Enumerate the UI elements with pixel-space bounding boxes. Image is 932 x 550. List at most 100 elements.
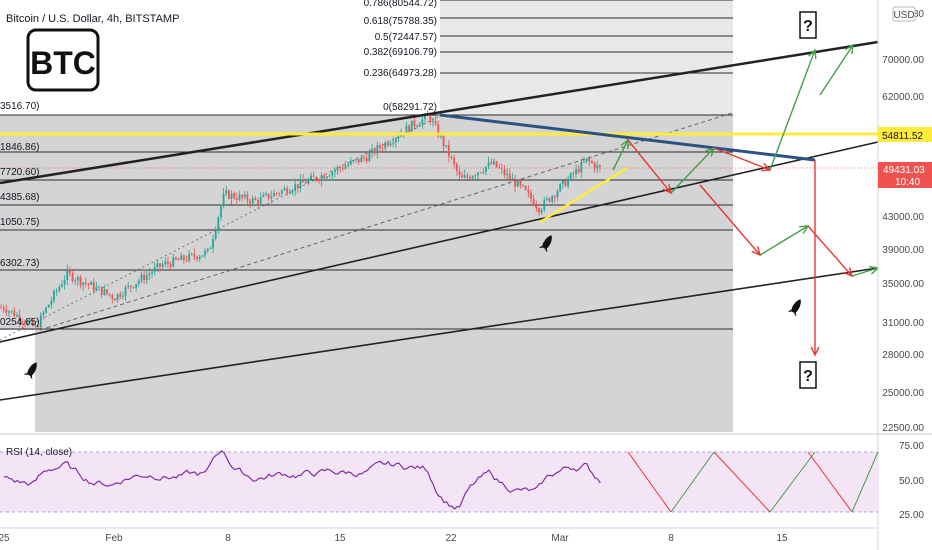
candle-body xyxy=(249,200,251,204)
candle-body xyxy=(543,199,546,210)
candle-body xyxy=(334,170,336,172)
candle-body xyxy=(98,286,100,288)
candle-body xyxy=(275,192,278,194)
candle-body xyxy=(493,161,495,165)
question-box-top[interactable] xyxy=(799,11,817,39)
candle-body xyxy=(516,180,519,187)
candle-body xyxy=(111,295,114,299)
candle-body xyxy=(95,286,98,291)
price-tick-label: 62000.00 xyxy=(882,92,924,103)
current-price-box xyxy=(878,162,932,188)
yellow-support-line[interactable] xyxy=(539,166,628,224)
rsi-projection-line xyxy=(807,451,853,513)
candle-body xyxy=(233,193,236,199)
candle-body xyxy=(500,168,503,169)
price-tick-label: 39000.00 xyxy=(882,245,924,256)
left-level-label: 0254.65) xyxy=(0,317,39,328)
rocket-icon xyxy=(538,235,552,253)
price-axis[interactable] xyxy=(878,0,932,550)
candle-body xyxy=(416,125,418,127)
candle-body xyxy=(74,280,77,282)
candle-body xyxy=(153,266,156,273)
candle-body xyxy=(357,158,360,163)
candle-body xyxy=(596,165,599,169)
candle-body xyxy=(511,178,514,180)
candle-body xyxy=(307,179,310,184)
usd-badge[interactable] xyxy=(892,6,916,22)
fib-extension-zone xyxy=(440,0,733,115)
candle-body xyxy=(281,190,283,194)
candle-body xyxy=(506,173,509,176)
candle-body xyxy=(53,291,55,301)
lower-channel-line[interactable] xyxy=(0,267,879,401)
candle-body xyxy=(469,176,471,179)
rsi-line xyxy=(3,450,601,510)
candle-body xyxy=(76,277,79,281)
candle-body xyxy=(79,277,82,286)
candle-body xyxy=(13,310,16,317)
question-box-bottom[interactable] xyxy=(799,361,817,389)
projection-arrowhead xyxy=(808,48,817,60)
candle-body xyxy=(532,198,535,206)
blue-downtrend-line[interactable] xyxy=(439,113,816,162)
dashed-trend-line[interactable] xyxy=(39,112,733,331)
candle-body xyxy=(47,304,50,308)
candle-body xyxy=(302,179,304,183)
candle-body xyxy=(599,165,601,168)
candle-body xyxy=(251,198,254,204)
candle-body xyxy=(479,172,482,174)
dashed-trend-line-2[interactable] xyxy=(0,116,439,341)
projection-arrow xyxy=(759,225,809,256)
usd-badge-label: USD xyxy=(893,10,914,21)
fib-zone-left xyxy=(0,115,35,330)
time-tick-label: 25 xyxy=(0,533,10,544)
middle-channel-line[interactable] xyxy=(0,141,879,343)
fib-level-label: 0(58291.72) xyxy=(383,102,437,113)
candle-body xyxy=(132,287,135,288)
candles xyxy=(0,110,601,329)
candle-body xyxy=(90,282,92,285)
candle-body xyxy=(503,168,506,176)
candle-body xyxy=(286,188,289,194)
candle-body xyxy=(82,282,85,286)
candle-body xyxy=(442,136,445,147)
candle-body xyxy=(540,209,543,213)
candle-body xyxy=(304,182,307,184)
candle-body xyxy=(222,193,225,207)
candle-body xyxy=(124,287,127,296)
candle-body xyxy=(299,179,302,188)
candle-body xyxy=(0,307,2,309)
candle-body xyxy=(328,175,331,177)
candle-body xyxy=(585,158,588,162)
candle-body xyxy=(267,193,270,199)
candle-body xyxy=(405,125,408,134)
candle-body xyxy=(495,161,498,168)
candle-body xyxy=(341,168,344,169)
rsi-projection-line xyxy=(769,451,816,513)
candle-body xyxy=(363,157,365,159)
candle-body xyxy=(177,259,180,261)
fib-level-label: 0.382(69106.79) xyxy=(364,47,437,58)
candle-body xyxy=(572,173,575,175)
candle-body xyxy=(119,293,122,297)
candle-body xyxy=(323,175,326,179)
candle-body xyxy=(392,142,395,144)
candle-body xyxy=(381,147,384,149)
upper-channel-line[interactable] xyxy=(0,40,879,185)
candle-body xyxy=(214,229,217,239)
time-tick-label: 15 xyxy=(334,533,346,544)
time-axis-ticks[interactable]: 25 Feb 8 15 22 Mar 8 15 xyxy=(0,533,788,544)
candle-body xyxy=(8,311,10,313)
fib-zone xyxy=(35,115,733,432)
candle-body xyxy=(243,194,246,198)
candle-body xyxy=(514,178,516,187)
candle-body xyxy=(389,143,392,146)
candle-body xyxy=(159,263,161,267)
candle-body xyxy=(312,175,315,178)
candle-body xyxy=(458,170,461,175)
time-tick-label: 22 xyxy=(445,533,457,544)
fib-level-label: 0.618(75788.35) xyxy=(364,16,437,27)
candle-body xyxy=(418,124,421,126)
price-tick-label: 22500.00 xyxy=(882,423,924,434)
